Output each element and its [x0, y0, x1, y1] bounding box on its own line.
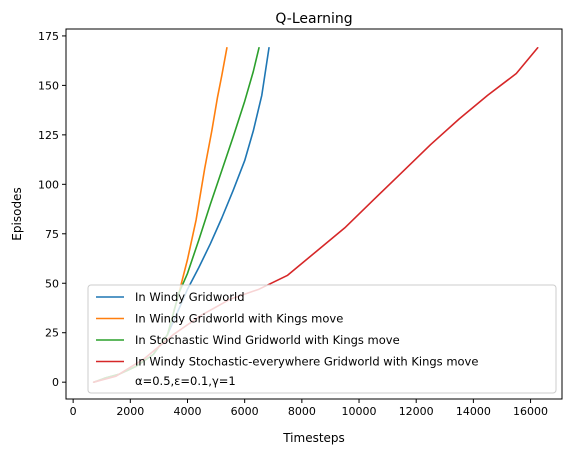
y-tick-label: 175: [38, 30, 59, 43]
y-tick-label: 25: [45, 327, 59, 340]
y-tick-label: 150: [38, 79, 59, 92]
y-axis-label: Episodes: [10, 187, 24, 240]
y-tick-label: 0: [52, 376, 59, 389]
y-tick-label: 100: [38, 178, 59, 191]
legend: In Windy Gridworld In Windy Gridworld wit…: [87, 284, 557, 394]
x-tick-label: 0: [70, 405, 77, 418]
legend-note: α=0.5,ε=0.1,γ=1: [135, 374, 236, 388]
legend-label-3: In Stochastic Wind Gridworld with Kings …: [135, 333, 400, 347]
y-tick-label: 125: [38, 129, 59, 142]
plot-frame: [65, 28, 563, 400]
x-tick-label: 4000: [173, 405, 201, 418]
x-tick-label: 10000: [342, 405, 377, 418]
legend-label-4: In Windy Stochastic-everywhere Gridworld…: [135, 355, 478, 369]
y-tick-label: 50: [45, 277, 59, 290]
x-axis: 0 2000 4000 6000 8000 10000 12000 14000 16000: [70, 399, 548, 418]
x-tick-label: 8000: [288, 405, 316, 418]
x-tick-label: 14000: [456, 405, 491, 418]
x-axis-label: Timesteps: [282, 431, 345, 445]
x-tick-label: 16000: [513, 405, 548, 418]
x-tick-label: 12000: [399, 405, 434, 418]
chart-title: Q-Learning: [275, 11, 352, 27]
legend-box: [87, 284, 557, 394]
legend-label-1: In Windy Gridworld: [135, 290, 245, 304]
y-tick-label: 75: [45, 228, 59, 241]
x-tick-label: 6000: [231, 405, 259, 418]
y-axis: 0 25 50 75 100 125 150 175: [38, 30, 66, 389]
x-tick-label: 2000: [116, 405, 144, 418]
legend-label-2: In Windy Gridworld with Kings move: [135, 312, 343, 326]
